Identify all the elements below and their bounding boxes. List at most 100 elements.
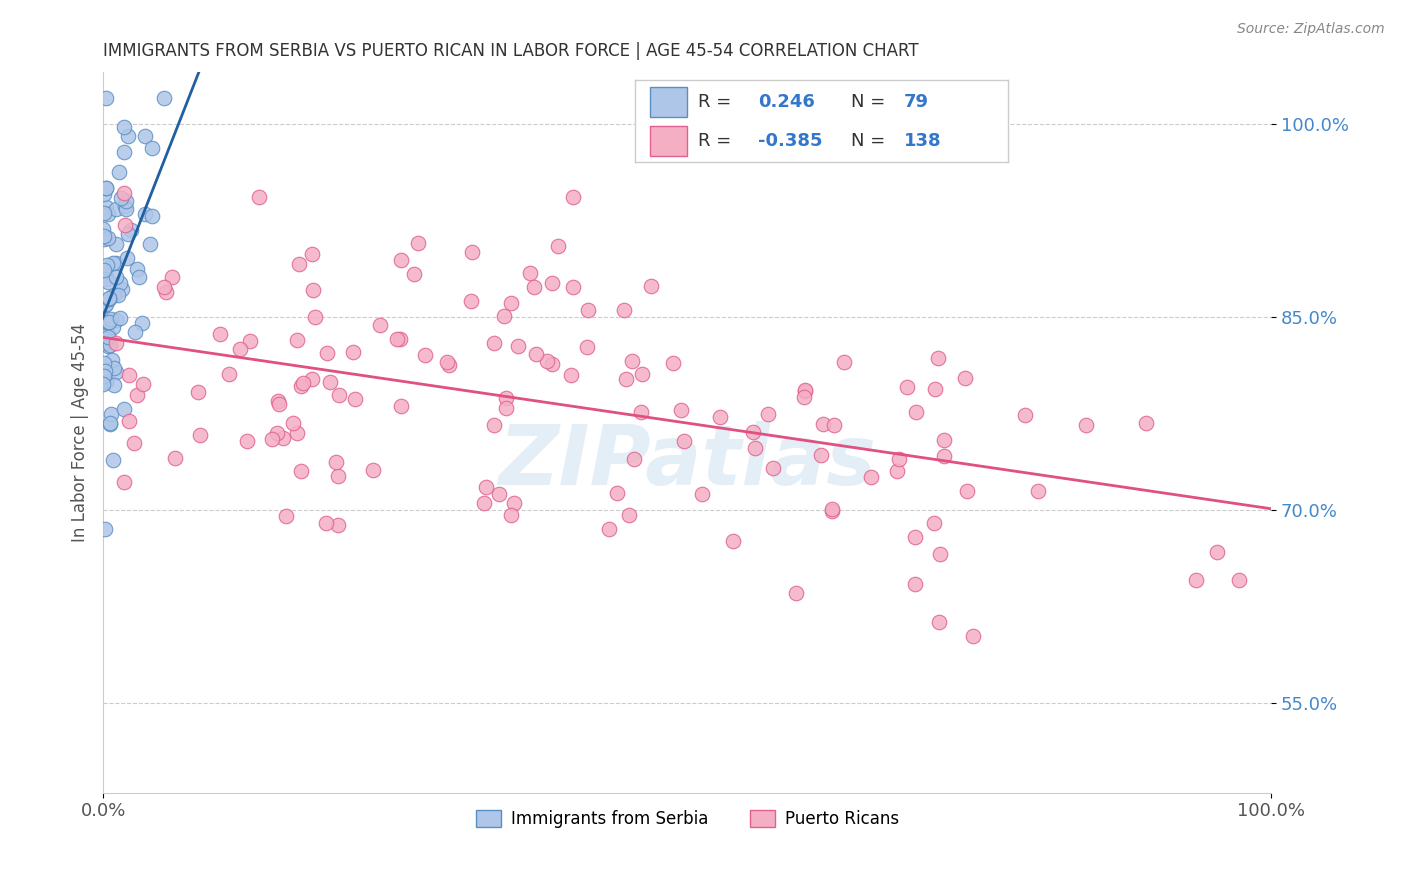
Point [120, 223, 142, 237]
Point [288, 257, 311, 271]
Point [97, 339, 120, 353]
Point [927, 351, 949, 365]
Point [155, 285, 177, 300]
Point [547, 238, 569, 252]
Point [325, 455, 347, 469]
Point [139, 236, 162, 251]
Point [103, 319, 125, 334]
Point [125, 261, 148, 276]
Point [103, 288, 125, 302]
Point [114, 218, 136, 232]
Point [104, 270, 127, 285]
Point [741, 425, 763, 439]
Point [93, 332, 115, 346]
Point [793, 384, 815, 398]
Point [934, 434, 956, 448]
Point [389, 399, 412, 413]
Point [1184, 573, 1206, 587]
Point [541, 357, 564, 371]
Point [744, 441, 766, 455]
Point [97, 315, 120, 329]
Point [928, 615, 950, 629]
Point [96, 297, 118, 311]
Point [98, 417, 121, 431]
Point [484, 336, 506, 351]
Point [385, 333, 408, 347]
Point [112, 145, 135, 160]
Point [721, 533, 744, 548]
Point [112, 402, 135, 417]
Point [614, 372, 637, 386]
Point [662, 356, 685, 370]
Point [115, 202, 138, 216]
Point [94, 91, 117, 105]
Point [112, 120, 135, 135]
Point [402, 267, 425, 281]
Point [1227, 573, 1250, 587]
Point [1014, 408, 1036, 422]
Point [141, 209, 163, 223]
Point [94, 272, 117, 286]
Point [672, 434, 695, 448]
Point [100, 407, 122, 421]
Point [98, 338, 121, 352]
Text: Source: ZipAtlas.com: Source: ZipAtlas.com [1237, 22, 1385, 37]
Point [97, 327, 120, 342]
Point [112, 186, 135, 200]
Point [94, 201, 117, 215]
Point [484, 418, 506, 433]
Point [301, 372, 323, 386]
Point [105, 202, 128, 216]
Point [623, 452, 645, 467]
Point [1026, 483, 1049, 498]
Point [104, 237, 127, 252]
Point [132, 376, 155, 391]
Point [887, 452, 910, 467]
Point [640, 279, 662, 293]
Y-axis label: In Labor Force | Age 45-54: In Labor Force | Age 45-54 [72, 323, 89, 542]
Point [188, 427, 211, 442]
Point [104, 335, 127, 350]
Point [100, 353, 122, 368]
Point [389, 332, 412, 346]
Point [342, 345, 364, 359]
Point [134, 128, 156, 143]
Point [562, 190, 585, 204]
Point [506, 339, 529, 353]
Point [96, 315, 118, 329]
Point [502, 496, 524, 510]
Point [1074, 417, 1097, 432]
Point [110, 311, 132, 326]
Point [406, 235, 429, 250]
Point [488, 487, 510, 501]
Point [955, 484, 977, 499]
Point [494, 309, 516, 323]
Point [93, 228, 115, 243]
Point [94, 364, 117, 378]
Point [266, 426, 288, 441]
Point [96, 181, 118, 195]
Point [536, 354, 558, 368]
Point [103, 378, 125, 392]
Point [709, 409, 731, 424]
Point [160, 270, 183, 285]
Point [187, 384, 209, 399]
Point [934, 450, 956, 464]
Point [104, 313, 127, 327]
Point [328, 518, 350, 533]
Point [218, 367, 240, 381]
Text: ZIPatlas: ZIPatlas [498, 421, 876, 502]
Point [267, 393, 290, 408]
Point [820, 504, 842, 518]
Point [501, 296, 523, 310]
Point [928, 547, 950, 561]
Point [127, 388, 149, 402]
Point [319, 375, 342, 389]
Point [134, 207, 156, 221]
Point [821, 502, 844, 516]
Point [153, 91, 176, 105]
Point [326, 468, 349, 483]
Point [97, 276, 120, 290]
Point [896, 380, 918, 394]
Point [285, 426, 308, 441]
